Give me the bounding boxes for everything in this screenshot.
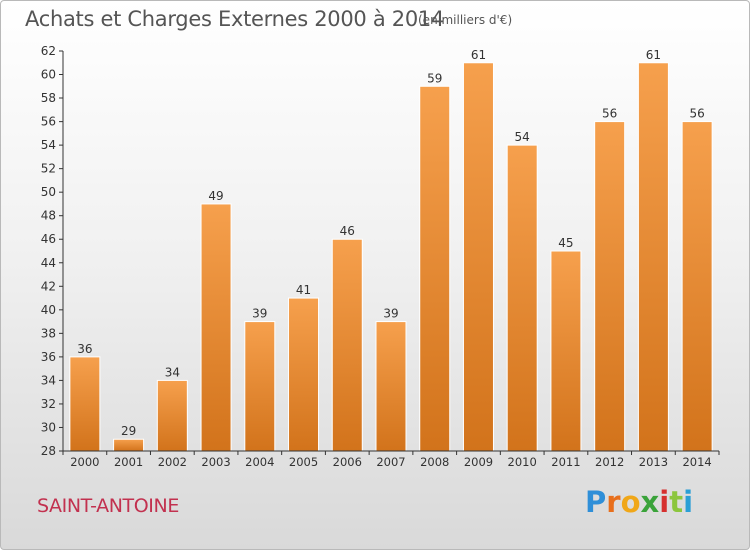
x-tick-label: 2013 [639, 455, 668, 469]
y-tick-label: 62 [41, 44, 56, 58]
x-tick-label: 2007 [376, 455, 405, 469]
y-tick-label: 60 [41, 68, 56, 82]
y-tick-label: 52 [41, 162, 56, 176]
bar-2014 [681, 121, 713, 452]
bar-2012 [594, 121, 626, 452]
y-tick-label: 32 [41, 397, 56, 411]
y-tick-label: 44 [41, 256, 56, 270]
data-label: 56 [689, 107, 704, 121]
bar-2001 [113, 438, 145, 452]
logo-letter: P [585, 485, 607, 519]
x-tick-label: 2005 [289, 455, 318, 469]
bar-2010 [506, 144, 538, 452]
x-tick-label: 2014 [682, 455, 711, 469]
x-tick-label: 2003 [201, 455, 230, 469]
x-tick-label: 2004 [245, 455, 274, 469]
data-label: 34 [165, 365, 180, 379]
data-label: 39 [252, 307, 267, 321]
bar-2009 [462, 62, 494, 452]
data-label: 36 [77, 342, 92, 356]
x-tick-label: 2008 [420, 455, 449, 469]
y-tick-label: 46 [41, 232, 56, 246]
x-tick-label: 2012 [595, 455, 624, 469]
logo-letter: t [669, 485, 684, 519]
bar-2004 [244, 321, 276, 452]
data-label: 41 [296, 283, 311, 297]
data-label: 54 [515, 130, 530, 144]
data-label: 61 [471, 48, 486, 62]
logo-letter: x [640, 485, 660, 519]
bar-2008 [419, 85, 451, 452]
logo-letter: o [620, 485, 641, 519]
bar-2013 [637, 62, 669, 452]
y-tick-label: 48 [41, 209, 56, 223]
x-tick-label: 2011 [551, 455, 580, 469]
bar-2006 [331, 238, 363, 452]
chart-unit-subtitle: (en milliers d'€) [418, 13, 513, 27]
y-tick-label: 50 [41, 185, 56, 199]
data-label: 46 [340, 224, 355, 238]
data-label: 59 [427, 71, 442, 85]
bar-2000 [69, 356, 101, 452]
x-axis: 2000 2001 2002 2003 2004 2005 2006 2007 2008 2009… [62, 450, 720, 469]
x-tick-label: 2010 [508, 455, 537, 469]
y-tick-label: 42 [41, 279, 56, 293]
bar-2007 [375, 321, 407, 452]
bar-2005 [288, 297, 320, 452]
x-tick-label: 2001 [114, 455, 143, 469]
x-tick-label: 2006 [333, 455, 362, 469]
bar-2003 [200, 203, 232, 452]
x-tick-label: 2002 [158, 455, 187, 469]
logo-letter: i [659, 485, 670, 519]
y-axis: 28 30 32 34 36 38 40 42 44 46 48 50 52 54 56 58 60 62 [41, 44, 64, 458]
bar-2011 [550, 250, 582, 452]
y-tick-label: 38 [41, 326, 56, 340]
logo-letter: r [606, 485, 621, 519]
x-tick-label: 2009 [464, 455, 493, 469]
chart-title: Achats et Charges Externes 2000 à 2014 [25, 7, 445, 31]
y-tick-label: 28 [41, 444, 56, 458]
data-label: 29 [121, 424, 136, 438]
commune-name: SAINT-ANTOINE [37, 495, 179, 517]
logo-letter: i [683, 485, 694, 519]
x-tick-label: 2000 [70, 455, 99, 469]
y-tick-label: 34 [41, 373, 56, 387]
data-label: 45 [558, 236, 573, 250]
data-label: 56 [602, 107, 617, 121]
proxiti-logo: Proxiti [585, 485, 693, 519]
data-label: 39 [383, 307, 398, 321]
data-label: 61 [646, 48, 661, 62]
y-tick-label: 36 [41, 350, 56, 364]
y-tick-label: 30 [41, 420, 56, 434]
bar-2002 [156, 379, 188, 452]
bars: 36 29 34 49 39 41 46 39 59 61 54 45 56 61 56 [69, 48, 713, 452]
y-tick-label: 58 [41, 91, 56, 105]
y-tick-label: 56 [41, 115, 56, 129]
y-tick-label: 54 [41, 138, 56, 152]
data-label: 49 [208, 189, 223, 203]
y-tick-label: 40 [41, 303, 56, 317]
